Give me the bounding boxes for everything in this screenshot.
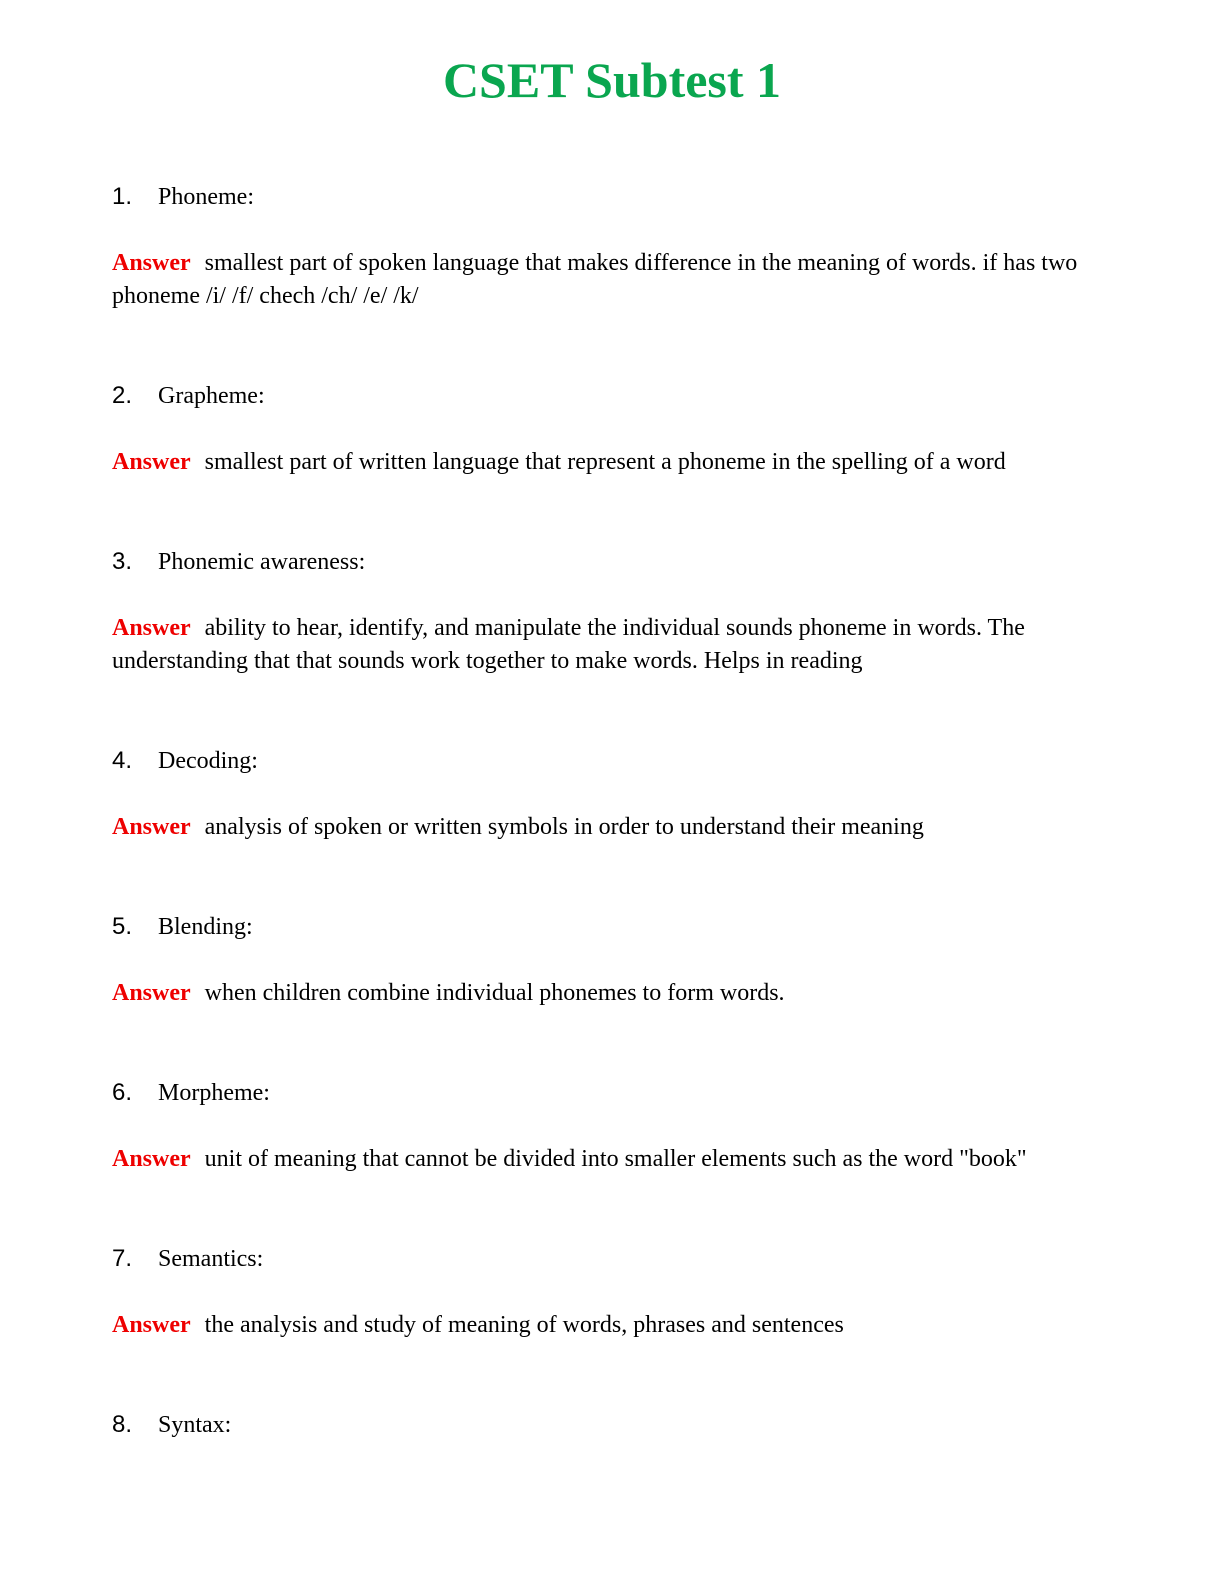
- question-term: Decoding:: [158, 748, 258, 774]
- answer-text: unit of meaning that cannot be divided i…: [204, 1146, 1027, 1172]
- qa-item: 5. Blending: Answer when children combine i…: [112, 910, 1112, 1010]
- answer-label: Answer: [112, 1146, 191, 1172]
- qa-item: 7. Semantics: Answer the analysis and study…: [112, 1242, 1112, 1342]
- question-term: Morpheme:: [158, 1080, 270, 1106]
- question-number: 1.: [112, 183, 133, 210]
- question-number: 7.: [112, 1245, 133, 1272]
- qa-item: 4. Decoding: Answer analysis of spoken or w…: [112, 744, 1112, 844]
- answer-label: Answer: [112, 980, 191, 1006]
- answer-label: Answer: [112, 250, 191, 276]
- question-number: 3.: [112, 548, 133, 575]
- answer-paragraph: Answer ability to hear, identify, and man…: [112, 612, 1112, 678]
- answer-text: smallest part of spoken language that ma…: [112, 250, 1078, 309]
- qa-item: 3. Phonemic awareness: Answer ability to he…: [112, 545, 1112, 678]
- answer-text: when children combine individual phoneme…: [204, 980, 785, 1006]
- question-term: Phonemic awareness:: [158, 549, 366, 575]
- answer-paragraph: Answer unit of meaning that cannot be div…: [112, 1143, 1112, 1176]
- question-number: 8.: [112, 1411, 133, 1438]
- question-number: 4.: [112, 747, 133, 774]
- qa-item: 8. Syntax:: [112, 1408, 1112, 1442]
- answer-label: Answer: [112, 449, 191, 475]
- answer-text: analysis of spoken or written symbols in…: [204, 814, 924, 840]
- document-title: CSET Subtest 1: [442, 52, 782, 108]
- answer-label: Answer: [112, 615, 191, 641]
- answer-text: smallest part of written language that r…: [204, 449, 1006, 475]
- question-number: 5.: [112, 913, 133, 940]
- answer-label: Answer: [112, 1312, 191, 1338]
- qa-item: 6. Morpheme: Answer unit of meaning that ca…: [112, 1076, 1112, 1176]
- question-line: 1. Phoneme:: [112, 180, 1112, 214]
- question-line: 5. Blending:: [112, 910, 1112, 944]
- answer-label: Answer: [112, 814, 191, 840]
- answer-text: ability to hear, identify, and manipulat…: [112, 615, 1025, 674]
- answer-text: the analysis and study of meaning of wor…: [204, 1312, 844, 1338]
- question-line: 6. Morpheme:: [112, 1076, 1112, 1110]
- question-term: Grapheme:: [158, 383, 265, 409]
- question-term: Semantics:: [158, 1246, 264, 1272]
- question-line: 8. Syntax:: [112, 1408, 1112, 1442]
- question-term: Syntax:: [158, 1412, 232, 1438]
- answer-paragraph: Answer when children combine individual p…: [112, 977, 1112, 1010]
- question-term: Phoneme:: [158, 184, 254, 210]
- question-number: 6.: [112, 1079, 133, 1106]
- question-line: 4. Decoding:: [112, 744, 1112, 778]
- qa-item: 1. Phoneme: Answer smallest part of spoken …: [112, 180, 1112, 313]
- qa-item: 2. Grapheme: Answer smallest part of writte…: [112, 379, 1112, 479]
- qa-list: 1. Phoneme: Answer smallest part of spoken …: [112, 180, 1112, 1442]
- answer-paragraph: Answer smallest part of written language …: [112, 446, 1112, 479]
- question-line: 3. Phonemic awareness:: [112, 545, 1112, 579]
- question-number: 2.: [112, 382, 133, 409]
- question-line: 7. Semantics:: [112, 1242, 1112, 1276]
- question-line: 2. Grapheme:: [112, 379, 1112, 413]
- answer-paragraph: Answer the analysis and study of meaning …: [112, 1309, 1112, 1342]
- answer-paragraph: Answer smallest part of spoken language t…: [112, 247, 1112, 313]
- answer-paragraph: Answer analysis of spoken or written symb…: [112, 811, 1112, 844]
- question-term: Blending:: [158, 914, 253, 940]
